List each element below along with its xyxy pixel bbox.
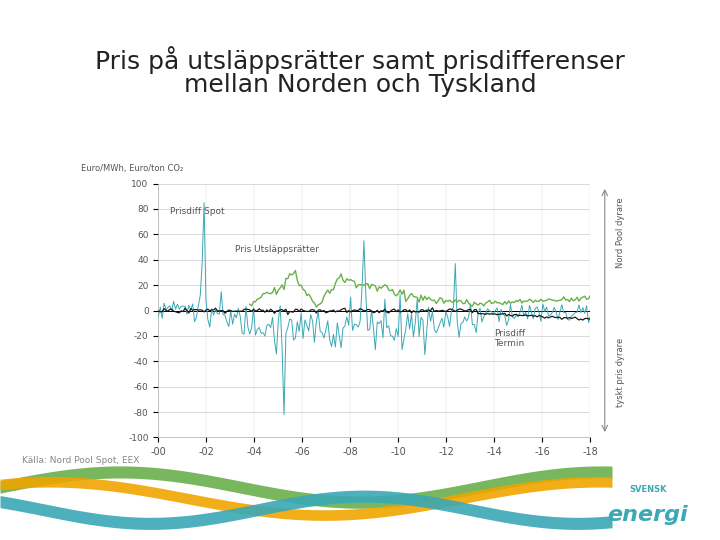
Text: Prisdiff
Termin: Prisdiff Termin — [495, 329, 526, 348]
Text: Nord Pool dyrare: Nord Pool dyrare — [616, 197, 625, 267]
Text: mellan Norden och Tyskland: mellan Norden och Tyskland — [184, 73, 536, 97]
Text: energi: energi — [608, 505, 688, 525]
Text: Pris på utsläppsrätter samt prisdifferenser: Pris på utsläppsrätter samt prisdifferen… — [95, 46, 625, 74]
Text: Pris Utsläppsrätter: Pris Utsläppsrätter — [235, 245, 319, 254]
Text: Källa: Nord Pool Spot, EEX: Källa: Nord Pool Spot, EEX — [22, 456, 139, 465]
Text: Euro/MWh, Euro/ton CO₂: Euro/MWh, Euro/ton CO₂ — [81, 165, 183, 173]
Text: SVENSK: SVENSK — [629, 485, 667, 494]
Text: tyskt pris dyrare: tyskt pris dyrare — [616, 338, 625, 407]
Text: Prisdiff Spot: Prisdiff Spot — [171, 207, 225, 216]
